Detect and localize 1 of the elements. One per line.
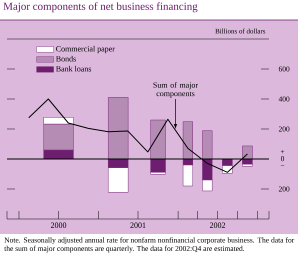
chart-title: Major components of net business financing (4, 2, 198, 12)
